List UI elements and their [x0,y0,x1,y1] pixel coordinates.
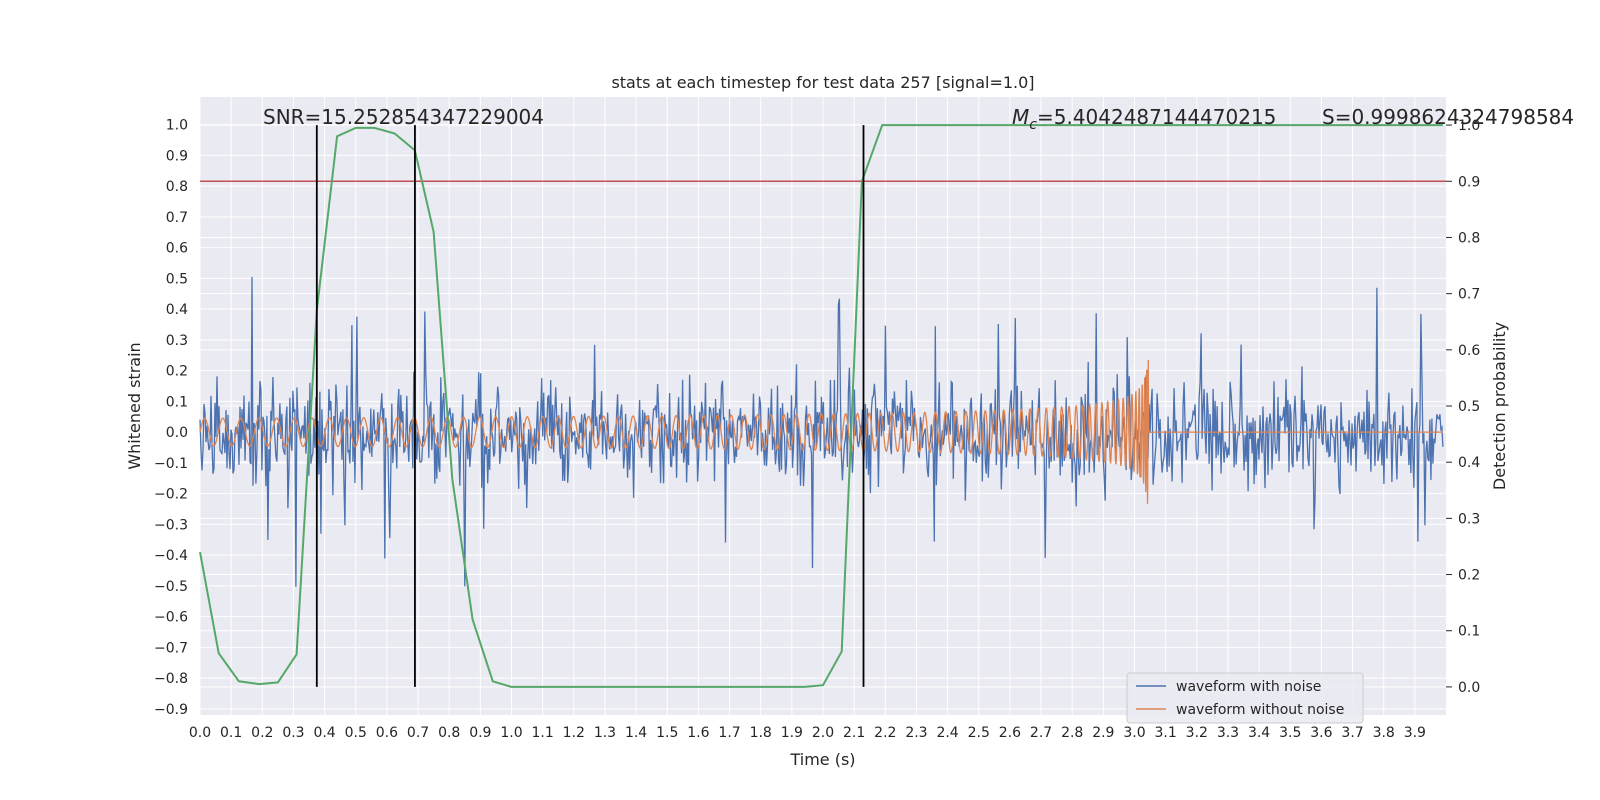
noise-line [199,276,1444,587]
x-tick-5: 0.5 [345,725,367,741]
x-tick-11: 1.1 [532,725,554,741]
snr-annotation: SNR=15.252854347229004 [263,105,544,129]
x-tick-10: 1.0 [500,725,522,741]
x-tick-13: 1.3 [594,725,616,741]
x-tick-23: 2.3 [905,725,927,741]
y-tick-5: 0.5 [166,271,188,287]
x-tick-17: 1.7 [718,725,740,741]
x-tick-labels: 0.0 0.1 0.2 0.3 0.4 0.5 0.6 0.7 0.8 0.9 1.0 1.1 1.2 1… [189,725,1426,741]
vertical-lines-group [315,125,865,687]
x-axis-label: Time (s) [789,750,855,769]
x-tick-1: 0.1 [220,725,242,741]
y-tick-3: 0.7 [166,210,188,226]
x-tick-31: 3.1 [1155,725,1177,741]
x-tick-27: 2.7 [1030,725,1052,741]
y-tick-9: 0.1 [166,394,188,410]
x-tick-18: 1.8 [750,725,772,741]
x-tick-29: 2.9 [1092,725,1114,741]
y2-tick-0: 1.0 [1458,118,1480,134]
y-tick-labels: 1.0 0.9 0.8 0.7 0.6 0.5 0.4 0.3 0.2 0.1 0.0 −0.1 −0.… [154,118,188,718]
x-tick-15: 1.5 [656,725,678,741]
x-tick-35: 3.5 [1279,725,1301,741]
y2-axis-label: Detection probability [1490,322,1509,490]
x-tick-25: 2.5 [968,725,990,741]
y-tick-4: 0.6 [166,241,188,257]
y2-tick-6: 0.4 [1458,455,1480,471]
y-tick-2: 0.8 [166,179,188,195]
s-annotation: S=0.9998624324798584 [1322,105,1574,129]
x-tick-4: 0.4 [313,725,335,741]
y2-tick-9: 0.1 [1458,624,1480,640]
x-tick-39: 3.9 [1404,725,1426,741]
y-tick-12: −0.2 [154,487,188,503]
mc-subscript: c [1029,117,1037,133]
y-tick-0: 1.0 [166,118,188,134]
x-tick-19: 1.9 [781,725,803,741]
x-tick-16: 1.6 [687,725,709,741]
x-tick-0: 0.0 [189,725,211,741]
y-tick-14: −0.4 [154,548,188,564]
legend: waveform with noise waveform without noi… [1126,672,1364,724]
y-tick-19: −0.9 [154,702,188,718]
y-tick-10: 0.0 [166,425,188,441]
x-tick-2: 0.2 [251,725,273,741]
y-tick-13: −0.3 [154,517,188,533]
y-tick-11: −0.1 [154,456,188,472]
x-tick-9: 0.9 [469,725,491,741]
x-tick-24: 2.4 [936,725,958,741]
x-tick-8: 0.8 [438,725,460,741]
y2-tick-5: 0.5 [1458,399,1480,415]
y-tick-1: 0.9 [166,148,188,164]
y2-tick-4: 0.6 [1458,343,1480,359]
y-tick-7: 0.3 [166,333,188,349]
x-tick-32: 3.2 [1186,725,1208,741]
x-tick-12: 1.2 [563,725,585,741]
x-tick-38: 3.8 [1373,725,1395,741]
y-tick-8: 0.2 [166,364,188,380]
x-tick-34: 3.4 [1248,725,1270,741]
x-tick-7: 0.7 [407,725,429,741]
chart-title: stats at each timestep for test data 257… [611,73,1034,92]
y-tick-15: −0.5 [154,579,188,595]
mc-symbol: M [1012,105,1029,129]
mc-annotation: Mc=5.4042487144470215 [1012,105,1276,133]
x-tick-26: 2.6 [999,725,1021,741]
y2-tick-7: 0.3 [1458,511,1480,527]
x-tick-14: 1.4 [625,725,647,741]
series-waveform-with-noise [199,276,1444,587]
y-tick-18: −0.8 [154,671,188,687]
x-tick-20: 2.0 [812,725,834,741]
y2-tick-labels: 1.0 0.9 0.8 0.7 0.6 0.5 0.4 0.3 0.2 0.1 0.0 [1446,118,1480,696]
legend-label-clean: waveform without noise [1176,702,1344,718]
y2-tick-8: 0.2 [1458,568,1480,584]
legend-box [1126,672,1364,724]
x-tick-30: 3.0 [1123,725,1145,741]
y-tick-17: −0.7 [154,640,188,656]
x-tick-22: 2.2 [874,725,896,741]
y-tick-16: −0.6 [154,610,188,626]
x-tick-21: 2.1 [843,725,865,741]
x-tick-36: 3.6 [1310,725,1332,741]
y2-tick-1: 0.9 [1458,174,1480,190]
y2-tick-2: 0.8 [1458,230,1480,246]
x-tick-28: 2.8 [1061,725,1083,741]
x-tick-3: 0.3 [282,725,304,741]
mc-value: =5.4042487144470215 [1037,105,1276,129]
y-axis-label: Whitened strain [125,342,144,469]
y2-tick-3: 0.7 [1458,287,1480,303]
x-tick-6: 0.6 [376,725,398,741]
clean-line [199,359,1443,504]
series-waveform-without-noise [199,359,1443,504]
legend-label-noise: waveform with noise [1176,679,1321,695]
x-tick-33: 3.3 [1217,725,1239,741]
y-tick-6: 0.4 [166,302,188,318]
x-tick-37: 3.7 [1341,725,1363,741]
y2-tick-10: 0.0 [1458,680,1480,696]
